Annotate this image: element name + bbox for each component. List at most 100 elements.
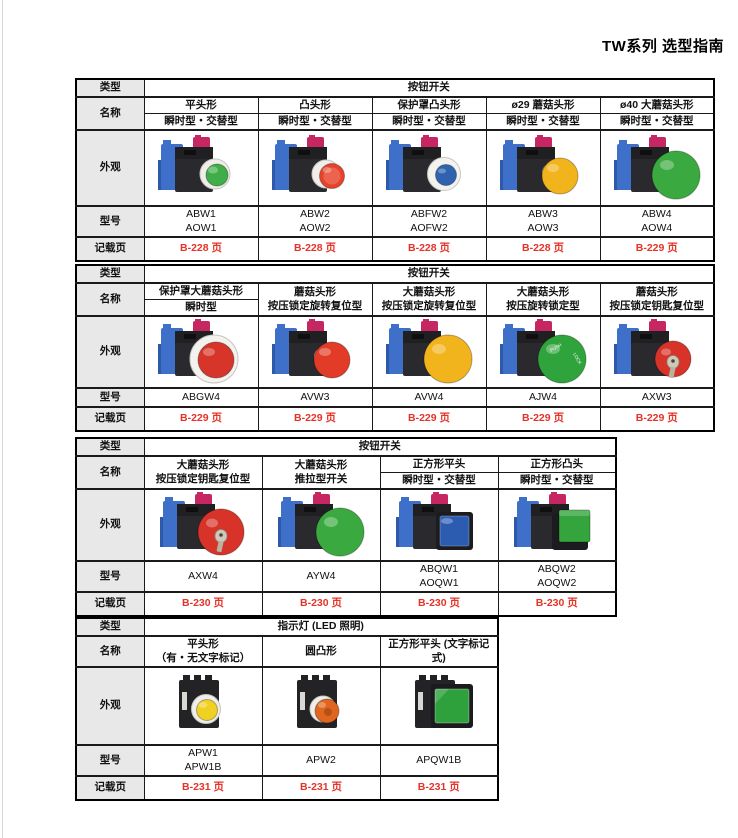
selector-table-pushbutton-1: 类型 按钮开关 名称 平头形 凸头形 保护罩凸头形 ø29 蘑菇头形 ø40 大…: [75, 78, 715, 262]
column-name: 保护罩凸头形: [371, 96, 487, 114]
column-name: 大蘑菇头形 按压锁定旋转复位型: [371, 282, 487, 317]
model-cell: AXW3: [599, 387, 715, 408]
row-label-model: 型号: [75, 560, 145, 593]
page-ref: B-228 页: [485, 236, 601, 262]
product-photo: [489, 132, 598, 205]
product-photo: [501, 491, 614, 560]
svg-text:PUSH: PUSH: [549, 342, 562, 353]
category-cell: 按钮开关: [143, 437, 617, 457]
product-cell: [379, 488, 499, 562]
column-subtype: 瞬时型・交替型: [143, 113, 259, 131]
svg-text:LOCK: LOCK: [572, 352, 582, 365]
product-cell: [371, 129, 487, 207]
product-photo: [383, 669, 496, 744]
column-subtype: 瞬时型・交替型: [371, 113, 487, 131]
product-cell: [599, 129, 715, 207]
product-photo: [383, 491, 496, 560]
product-photo: [147, 669, 260, 744]
page-ref: B-230 页: [497, 591, 617, 617]
model-cell: ABW2 AOW2: [257, 205, 373, 238]
page-ref: B-228 页: [257, 236, 373, 262]
product-cell: [497, 488, 617, 562]
product-photo: [375, 132, 484, 205]
row-label-appearance: 外观: [75, 315, 145, 389]
product-cell: [257, 129, 373, 207]
model-cell: ABQW2 AOQW2: [497, 560, 617, 593]
column-subtype: 瞬时型・交替型: [379, 472, 499, 490]
page-ref: B-231 页: [143, 775, 263, 801]
product-cell: [485, 129, 601, 207]
row-label-model: 型号: [75, 205, 145, 238]
page-ref: B-231 页: [261, 775, 381, 801]
row-label-appearance: 外观: [75, 488, 145, 562]
page-ref: B-229 页: [143, 406, 259, 432]
product-cell: [143, 129, 259, 207]
row-label-appearance: 外观: [75, 666, 145, 746]
product-cell: [261, 666, 381, 746]
column-name: 大蘑菇头形 按压旋转锁定型: [485, 282, 601, 317]
column-name: 正方形平头: [379, 455, 499, 473]
model-cell: APW1 APW1B: [143, 744, 263, 777]
column-name: 大蘑菇头形 按压锁定钥匙复位型: [143, 455, 263, 490]
row-label-name: 名称: [75, 96, 145, 131]
model-cell: AYW4: [261, 560, 381, 593]
model-cell: APQW1B: [379, 744, 499, 777]
column-name: 蘑菇头形 按压锁定旋转复位型: [257, 282, 373, 317]
model-cell: AVW3: [257, 387, 373, 408]
selector-table-pushbutton-3: 类型 按钮开关 名称 大蘑菇头形 按压锁定钥匙复位型 大蘑菇头形 推拉型开关 正方形…: [75, 437, 617, 617]
column-name: ø29 蘑菇头形: [485, 96, 601, 114]
row-label-model: 型号: [75, 744, 145, 777]
column-subtype: 瞬时型・交替型: [485, 113, 601, 131]
page-ref: B-229 页: [599, 406, 715, 432]
page-ref: B-229 页: [371, 406, 487, 432]
product-photo: [375, 318, 484, 387]
model-cell: ABW4 AOW4: [599, 205, 715, 238]
selector-table-pushbutton-2: 类型 按钮开关 名称 保护罩大蘑菇头形 蘑菇头形 按压锁定旋转复位型 大蘑菇头形按…: [75, 264, 715, 432]
row-label-type: 类型: [75, 437, 145, 457]
model-cell: ABGW4: [143, 387, 259, 408]
page-ref: B-230 页: [379, 591, 499, 617]
product-cell: [143, 315, 259, 389]
model-cell: ABFW2 AOFW2: [371, 205, 487, 238]
model-cell: APW2: [261, 744, 381, 777]
column-name: ø40 大蘑菇头形: [599, 96, 715, 114]
page-ref: B-229 页: [485, 406, 601, 432]
column-subtype: 瞬时型・交替型: [497, 472, 617, 490]
product-cell: [257, 315, 373, 389]
product-photo: [265, 669, 378, 744]
column-name: 大蘑菇头形 推拉型开关: [261, 455, 381, 490]
row-label-type: 类型: [75, 617, 145, 637]
column-subtype: 瞬时型: [143, 299, 259, 317]
product-photo: [147, 318, 256, 387]
row-label-page: 记载页: [75, 236, 145, 262]
product-cell: [143, 666, 263, 746]
product-cell: [599, 315, 715, 389]
row-label-name: 名称: [75, 635, 145, 668]
model-cell: ABW3 AOW3: [485, 205, 601, 238]
page-ref: B-229 页: [257, 406, 373, 432]
model-cell: ABW1 AOW1: [143, 205, 259, 238]
product-cell: [143, 488, 263, 562]
column-name: 蘑菇头形 按压锁定钥匙复位型: [599, 282, 715, 317]
product-photo: [147, 491, 260, 560]
model-cell: AXW4: [143, 560, 263, 593]
column-name: 平头形: [143, 96, 259, 114]
column-subtype: 瞬时型・交替型: [257, 113, 373, 131]
row-label-appearance: 外观: [75, 129, 145, 207]
product-cell: [261, 488, 381, 562]
row-label-name: 名称: [75, 455, 145, 490]
product-cell: [371, 315, 487, 389]
product-photo: [265, 491, 378, 560]
column-name: 正方形凸头: [497, 455, 617, 473]
page-edge-line: [2, 0, 3, 838]
product-cell: [379, 666, 499, 746]
column-subtype: 瞬时型・交替型: [599, 113, 715, 131]
row-label-name: 名称: [75, 282, 145, 317]
column-name: 圆凸形: [261, 635, 381, 668]
row-label-model: 型号: [75, 387, 145, 408]
model-cell: AVW4: [371, 387, 487, 408]
row-label-page: 记载页: [75, 775, 145, 801]
column-name: 保护罩大蘑菇头形: [143, 282, 259, 300]
product-photo: [261, 318, 370, 387]
column-name: 凸头形: [257, 96, 373, 114]
